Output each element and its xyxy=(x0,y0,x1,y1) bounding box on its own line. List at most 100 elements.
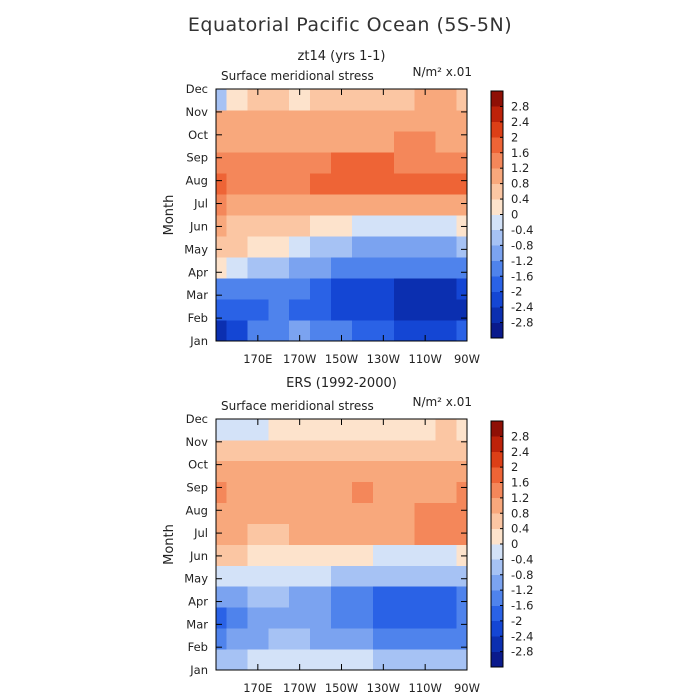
heatmap-cell xyxy=(268,502,290,524)
heatmap-cell xyxy=(331,628,353,650)
heatmap-cell xyxy=(268,320,290,342)
heatmap-cell xyxy=(331,649,353,671)
heatmap-cell xyxy=(414,607,437,629)
y-tick-label: Nov xyxy=(186,435,209,449)
heatmap-cell xyxy=(372,502,395,524)
heatmap-cell xyxy=(351,628,374,650)
colorbar-swatch xyxy=(491,451,503,468)
heatmap-cell xyxy=(435,523,457,545)
heatmap-cell xyxy=(456,299,468,321)
heatmap-cell xyxy=(289,544,311,566)
heatmap-cell xyxy=(372,236,395,258)
heatmap-cell xyxy=(456,173,468,195)
heatmap-cell xyxy=(435,89,457,111)
panel-subtitle: zt14 (yrs 1-1) xyxy=(298,49,386,64)
heatmap-cell xyxy=(372,110,395,132)
heatmap-cell xyxy=(414,278,437,300)
y-tick-label: Dec xyxy=(186,82,208,96)
y-tick-label: May xyxy=(184,242,208,256)
heatmap-cell xyxy=(331,460,353,483)
colorbar-label: 2 xyxy=(511,460,518,474)
heatmap-cell xyxy=(310,439,332,462)
heatmap-cell xyxy=(289,110,311,132)
heatmap-cell xyxy=(216,607,227,629)
heatmap-cell xyxy=(247,565,269,587)
colorbar-swatch xyxy=(491,307,503,323)
heatmap-cell xyxy=(456,607,468,629)
heatmap-cell xyxy=(310,152,332,174)
colorbar-label: -0.8 xyxy=(511,568,533,582)
colorbar-swatch xyxy=(491,482,503,499)
heatmap-cell xyxy=(414,173,437,195)
colorbar-label: -2.8 xyxy=(511,316,533,330)
colorbar-label: -1.2 xyxy=(511,254,533,268)
heatmap-cell xyxy=(435,565,457,587)
heatmap-cell xyxy=(216,565,227,587)
heatmap-cell xyxy=(216,649,227,671)
heatmap-cell xyxy=(331,502,353,524)
heatmap-cell xyxy=(351,419,374,441)
heatmap-cell xyxy=(393,152,416,174)
heatmap-cell xyxy=(414,299,437,321)
heatmap-cell xyxy=(351,502,374,524)
heatmap-cell xyxy=(289,173,311,195)
heatmap-cell xyxy=(456,152,468,174)
heatmap-cell xyxy=(216,320,227,342)
colorbar-label: 1.6 xyxy=(511,146,529,160)
heatmap-cell xyxy=(268,257,290,279)
y-tick-label: Apr xyxy=(188,265,208,279)
y-tick-label: Oct xyxy=(188,128,208,142)
heatmap-cell xyxy=(351,89,374,111)
heatmap-panel-2: ERS (1992-2000) Surface meridional stress… xyxy=(162,376,480,695)
colorbar-swatch xyxy=(491,421,503,437)
heatmap-cell xyxy=(456,89,468,111)
heatmap-cell xyxy=(414,110,437,132)
heatmap-cell xyxy=(289,649,311,671)
heatmap-cell xyxy=(351,110,374,132)
heatmap-cell xyxy=(393,131,416,153)
colorbar-label: -1.6 xyxy=(511,269,533,283)
heatmap-cell xyxy=(393,173,416,195)
heatmap-cell xyxy=(372,257,395,279)
heatmap-cell xyxy=(216,460,227,483)
heatmap-cell xyxy=(310,419,332,441)
heatmap-cell xyxy=(393,502,416,524)
heatmap-cell xyxy=(372,152,395,174)
heatmap-cell xyxy=(268,460,290,483)
colorbar-swatch xyxy=(491,574,503,591)
heatmap-cell xyxy=(247,649,269,671)
colorbar: -2.8 -2.4-2 -1.6-1.2 -0.8-0.40 0.40.8 1.21.6 2… xyxy=(490,90,533,339)
heatmap-cell xyxy=(435,649,457,671)
heatmap-cell xyxy=(310,215,332,237)
colorbar-label: 0 xyxy=(511,208,518,222)
heatmap-cell xyxy=(268,173,290,195)
heatmap-cell xyxy=(414,152,437,174)
y-tick-label: Mar xyxy=(186,617,208,631)
y-tick-label: Sep xyxy=(186,480,208,494)
heatmap-cell xyxy=(372,481,395,504)
heatmap-cell xyxy=(247,502,269,524)
colorbar-swatch xyxy=(491,245,503,262)
heatmap-cell xyxy=(351,439,374,462)
heatmap-cell xyxy=(247,257,269,279)
heatmap-cell xyxy=(393,278,416,300)
heatmap-cell xyxy=(435,194,457,216)
heatmap-cell xyxy=(216,173,227,195)
colorbar-swatch xyxy=(491,214,503,231)
heatmap-cell xyxy=(393,649,416,671)
heatmap-cell xyxy=(331,299,353,321)
heatmap-cell xyxy=(393,320,416,342)
heatmap-cell xyxy=(268,419,290,441)
heatmap-cell xyxy=(435,152,457,174)
heatmap-cell xyxy=(289,565,311,587)
colorbar-label: 2.4 xyxy=(511,115,529,129)
heatmap-cell xyxy=(310,523,332,545)
heatmap-cell xyxy=(372,523,395,545)
variable-label: Surface meridional stress xyxy=(221,69,374,83)
heatmap-cell xyxy=(456,649,468,671)
colorbar-swatch xyxy=(491,121,503,138)
x-tick-label: 130W xyxy=(367,681,400,695)
x-tick-label: 110W xyxy=(409,352,442,366)
heatmap-cell xyxy=(456,628,468,650)
heatmap-cell xyxy=(247,320,269,342)
